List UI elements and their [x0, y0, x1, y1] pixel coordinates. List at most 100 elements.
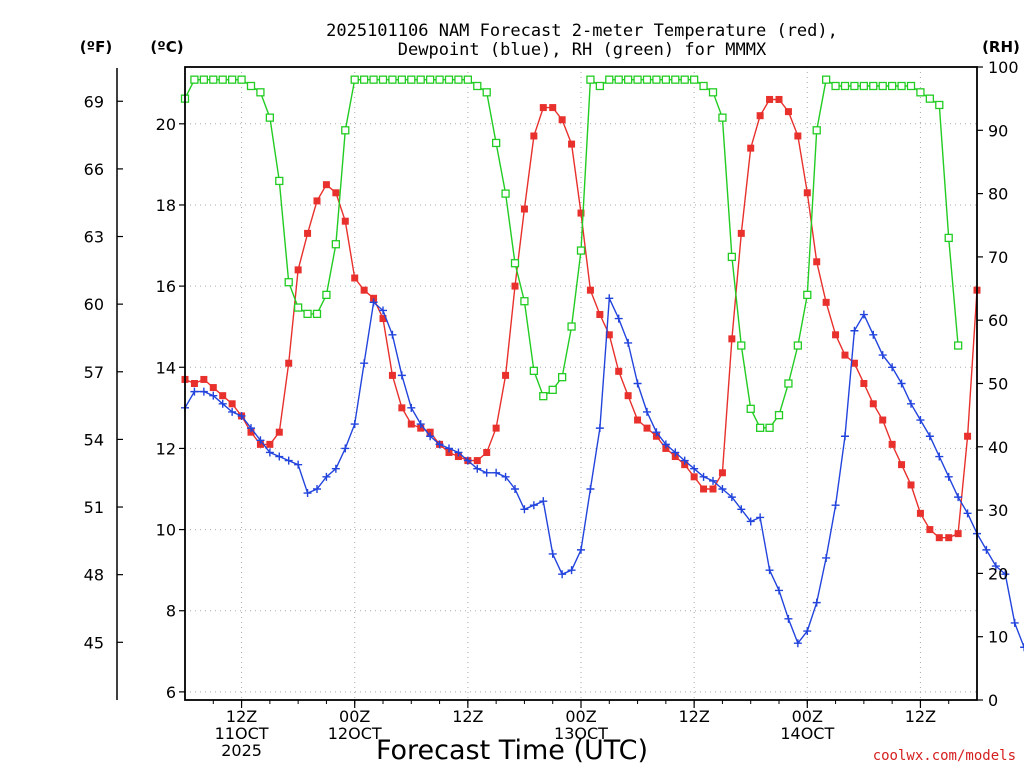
fahrenheit-tick-label: 69: [84, 92, 104, 111]
x-tick-label: 12Z: [452, 707, 483, 726]
temperature-point: [360, 286, 368, 294]
temperature-point: [530, 132, 538, 140]
x-tick-label: 12Z: [226, 707, 257, 726]
fahrenheit-tick-label: 48: [84, 566, 104, 585]
axes: [116, 66, 978, 701]
temperature-point: [549, 104, 557, 112]
temperature-point: [256, 440, 264, 448]
rh-point: [586, 75, 595, 84]
rh-point: [463, 75, 473, 84]
series-layer: [180, 75, 1024, 652]
temperature-point: [370, 294, 378, 302]
rh-tick-label: 30: [988, 501, 1008, 520]
temperature-point: [417, 424, 425, 432]
rh-point: [454, 75, 463, 84]
rh-point: [378, 75, 388, 84]
temperature-point: [784, 108, 792, 116]
temperature-point: [898, 461, 906, 469]
dewpoint-point: [850, 326, 859, 335]
dewpoint-point: [935, 452, 944, 461]
temperature-point: [737, 229, 745, 237]
dewpoint-point: [991, 562, 1000, 571]
rh-point: [397, 75, 407, 84]
celsius-tick-label: 12: [156, 439, 176, 458]
temperature-point: [888, 440, 896, 448]
temperature-point: [945, 534, 953, 542]
x-tick-label: 13OCT: [554, 724, 608, 743]
rh-tick-label: 70: [988, 248, 1008, 267]
rh-point: [935, 100, 944, 110]
dewpoint-point: [765, 566, 774, 575]
fahrenheit-tick-label: 51: [84, 498, 104, 517]
temperature-point: [285, 359, 293, 367]
rh-point: [557, 373, 567, 382]
temperature-point: [190, 380, 198, 387]
series-rh: [180, 75, 963, 432]
rh-point: [906, 81, 916, 91]
series-dewpoint: [181, 294, 1024, 652]
temperature-point: [247, 428, 255, 436]
x-tick-label: 11OCT: [215, 724, 269, 743]
dewpoint-point: [520, 505, 529, 514]
rh-point: [407, 75, 416, 84]
dewpoint-point: [341, 444, 350, 453]
temperature-point: [605, 331, 613, 339]
dewpoint-point: [859, 310, 868, 319]
x-tick-label: 12Z: [905, 707, 936, 726]
dewpoint-point: [228, 407, 237, 416]
rh-point: [953, 341, 963, 350]
temperature-point: [379, 315, 387, 323]
dewpoint-point: [416, 420, 425, 429]
dewpoint-point: [256, 436, 265, 445]
dewpoint-point: [369, 298, 378, 307]
dewpoint-point: [1020, 643, 1024, 652]
temperature-point: [869, 400, 877, 408]
temperature-point: [916, 509, 924, 517]
dewpoint-point: [548, 549, 557, 558]
temperature-point: [926, 526, 934, 534]
chart-title-line1: 2025101106 NAM Forecast 2-meter Temperat…: [326, 21, 838, 41]
dewpoint-point: [916, 416, 925, 425]
celsius-tick-label: 10: [156, 521, 176, 540]
rh-point: [275, 176, 284, 186]
rh-point: [369, 75, 378, 84]
rh-point: [237, 75, 246, 84]
rh-point: [595, 81, 605, 91]
rh-point: [689, 75, 699, 84]
rh-point: [359, 75, 369, 84]
rh-point: [605, 75, 614, 84]
temperature-point: [832, 331, 840, 339]
temperature-point: [294, 266, 302, 274]
rh-tick-label: 40: [988, 438, 1008, 457]
temperature-point: [803, 189, 811, 197]
rh-point: [265, 113, 275, 122]
x-tick-label: 2025: [221, 741, 262, 760]
temperature-point: [275, 428, 283, 436]
rh-point: [925, 94, 935, 103]
dewpoint-point: [454, 448, 463, 457]
dewpoint-point: [360, 359, 369, 368]
rh-point: [718, 113, 727, 122]
rh-point: [897, 81, 906, 91]
dewpoint-point: [294, 460, 303, 469]
dewpoint-point: [680, 456, 689, 465]
temperature-point: [473, 457, 481, 465]
rh-point: [916, 88, 925, 97]
rh-point: [482, 88, 491, 97]
rh-point: [840, 81, 850, 91]
dewpoint-point: [331, 464, 340, 473]
dewpoint-point: [463, 456, 472, 465]
rh-point: [425, 75, 435, 84]
rh-point: [293, 303, 303, 312]
dewpoint-point: [633, 379, 642, 388]
temperature-point: [935, 534, 943, 542]
temperature-point: [398, 404, 406, 412]
dewpoint-point: [605, 294, 614, 303]
fahrenheit-unit-label: (ºF): [80, 38, 112, 56]
dewpoint-point: [567, 566, 576, 575]
temperature-point: [539, 104, 547, 112]
celsius-tick-label: 16: [156, 277, 176, 296]
temperature-point: [445, 448, 453, 456]
watermark: coolwx.com/models: [873, 748, 1016, 764]
